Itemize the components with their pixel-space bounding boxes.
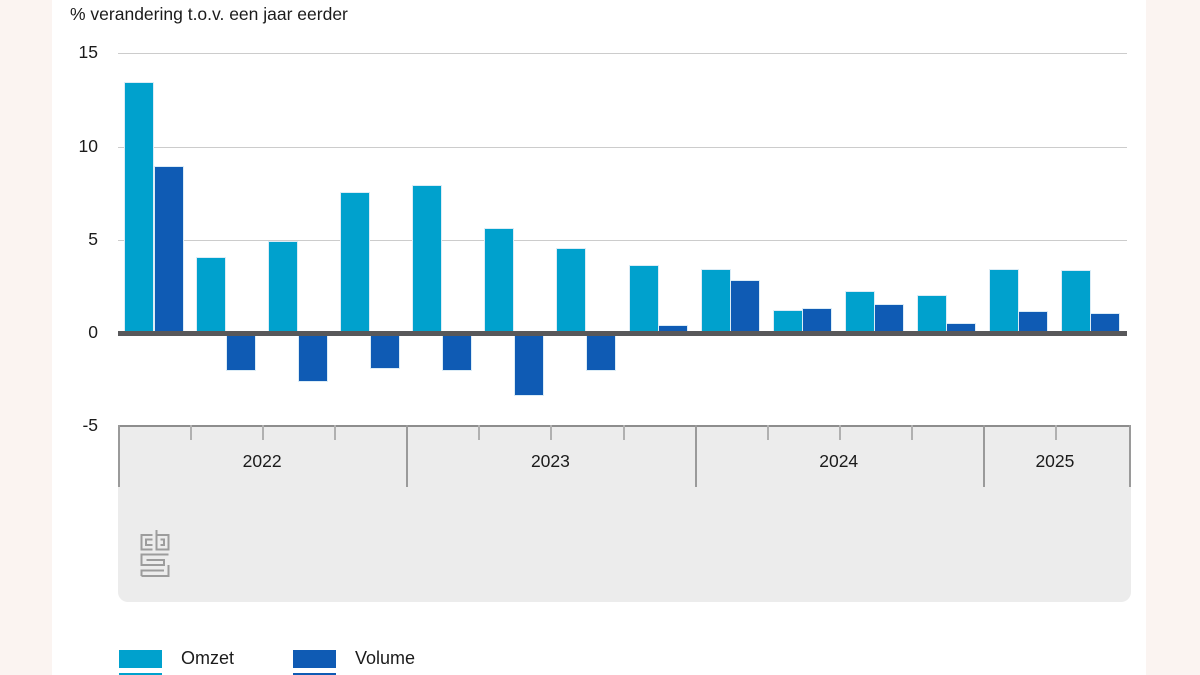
bar-volume xyxy=(946,322,977,335)
quarter-tick xyxy=(262,425,265,440)
bar-omzet xyxy=(988,268,1019,334)
x-year-label: 2022 xyxy=(242,451,282,471)
legend: Omzet Volume xyxy=(0,648,1200,670)
bar-omzet xyxy=(772,309,803,335)
bar-omzet xyxy=(484,227,515,334)
gridline xyxy=(118,146,1127,148)
zero-line xyxy=(118,330,1127,336)
legend-item-omzet[interactable]: Omzet xyxy=(119,648,234,669)
y-axis-label: 15 xyxy=(78,42,98,63)
page-margin-right xyxy=(1146,0,1200,675)
axis-edge-left xyxy=(118,425,120,487)
bar-volume xyxy=(730,279,761,334)
bar-omzet xyxy=(844,290,875,334)
bar-volume xyxy=(1018,311,1049,334)
x-year-label: 2025 xyxy=(1035,451,1075,471)
legend-item-volume[interactable]: Volume xyxy=(293,648,415,669)
quarter-tick xyxy=(1054,425,1057,440)
bar-volume xyxy=(802,307,833,334)
y-axis-label: 5 xyxy=(88,228,98,249)
bar-omzet xyxy=(124,82,154,334)
chart-title: % verandering t.o.v. een jaar eerder xyxy=(70,4,348,24)
bar-volume xyxy=(441,331,472,372)
gridline xyxy=(118,239,1127,241)
bar-omzet xyxy=(628,264,659,334)
bar-omzet xyxy=(268,240,299,334)
bar-volume xyxy=(513,332,544,396)
bar-volume xyxy=(225,331,256,372)
quarter-tick xyxy=(766,425,769,440)
cbs-logo xyxy=(140,530,170,577)
cutoff-legend-sliver-volume xyxy=(293,673,336,675)
year-separator xyxy=(694,425,697,487)
legend-label-volume: Volume xyxy=(355,648,416,668)
bar-omzet xyxy=(700,268,731,334)
page-margin-left xyxy=(0,0,52,675)
cutoff-legend-sliver-omzet xyxy=(119,673,162,675)
bar-omzet xyxy=(1060,270,1091,334)
quarter-tick xyxy=(334,425,337,440)
x-year-label: 2024 xyxy=(819,451,859,471)
bar-volume xyxy=(585,331,616,372)
quarter-tick xyxy=(190,425,193,440)
bar-omzet xyxy=(412,184,443,334)
quarter-tick xyxy=(838,425,841,440)
year-separator xyxy=(982,425,985,487)
quarter-tick xyxy=(550,425,553,440)
bar-omzet xyxy=(556,248,587,334)
x-year-label: 2023 xyxy=(530,451,570,471)
bar-omzet xyxy=(340,192,371,334)
bar-omzet xyxy=(916,294,947,334)
y-axis-label: -5 xyxy=(82,415,98,436)
year-separator xyxy=(406,425,409,487)
bar-volume xyxy=(297,331,328,383)
bar-volume xyxy=(1090,313,1121,334)
legend-swatch-volume xyxy=(293,649,336,668)
bar-omzet xyxy=(196,257,227,334)
y-axis-label: 0 xyxy=(88,322,98,342)
quarter-tick xyxy=(478,425,481,440)
quarter-tick xyxy=(910,425,913,440)
axis-edge-right xyxy=(1129,425,1131,487)
bar-volume xyxy=(874,304,905,334)
bar-volume xyxy=(658,324,688,335)
bar-volume xyxy=(153,166,184,334)
legend-swatch-omzet xyxy=(119,649,162,668)
quarter-tick xyxy=(622,425,625,440)
legend-label-omzet: Omzet xyxy=(181,648,235,668)
y-axis-label: 10 xyxy=(78,135,98,156)
bar-volume xyxy=(369,331,400,370)
gridline xyxy=(118,53,1127,55)
x-axis-band xyxy=(118,425,1131,602)
